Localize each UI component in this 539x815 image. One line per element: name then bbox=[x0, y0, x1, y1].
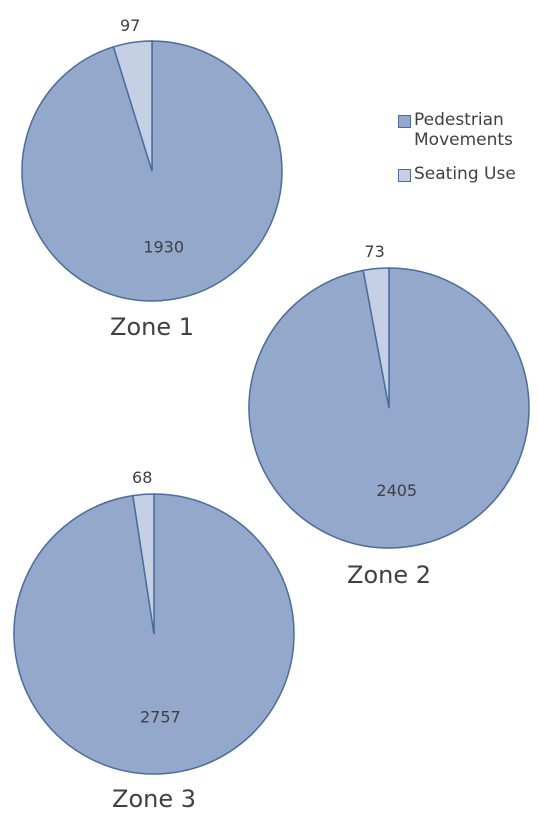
chart-title: Zone 1 bbox=[110, 313, 194, 341]
legend: Pedestrian Movements Seating Use bbox=[398, 110, 538, 198]
data-label: 73 bbox=[364, 242, 384, 261]
data-label: 68 bbox=[132, 468, 152, 487]
pie-slice bbox=[112, 40, 153, 172]
data-label: 1930 bbox=[143, 238, 184, 257]
legend-item: Pedestrian Movements bbox=[398, 110, 538, 150]
chart-title: Zone 3 bbox=[112, 785, 196, 813]
pie-slice bbox=[132, 493, 155, 635]
legend-label: Pedestrian Movements bbox=[414, 110, 513, 150]
data-label: 2405 bbox=[376, 481, 417, 500]
legend-swatch bbox=[398, 115, 411, 128]
chart-title: Zone 2 bbox=[347, 561, 431, 589]
pie-slice bbox=[362, 267, 390, 409]
legend-label: Seating Use bbox=[414, 164, 516, 184]
data-label: 2757 bbox=[140, 707, 181, 726]
legend-item: Seating Use bbox=[398, 164, 538, 184]
data-label: 97 bbox=[120, 16, 140, 35]
legend-swatch bbox=[398, 169, 411, 182]
